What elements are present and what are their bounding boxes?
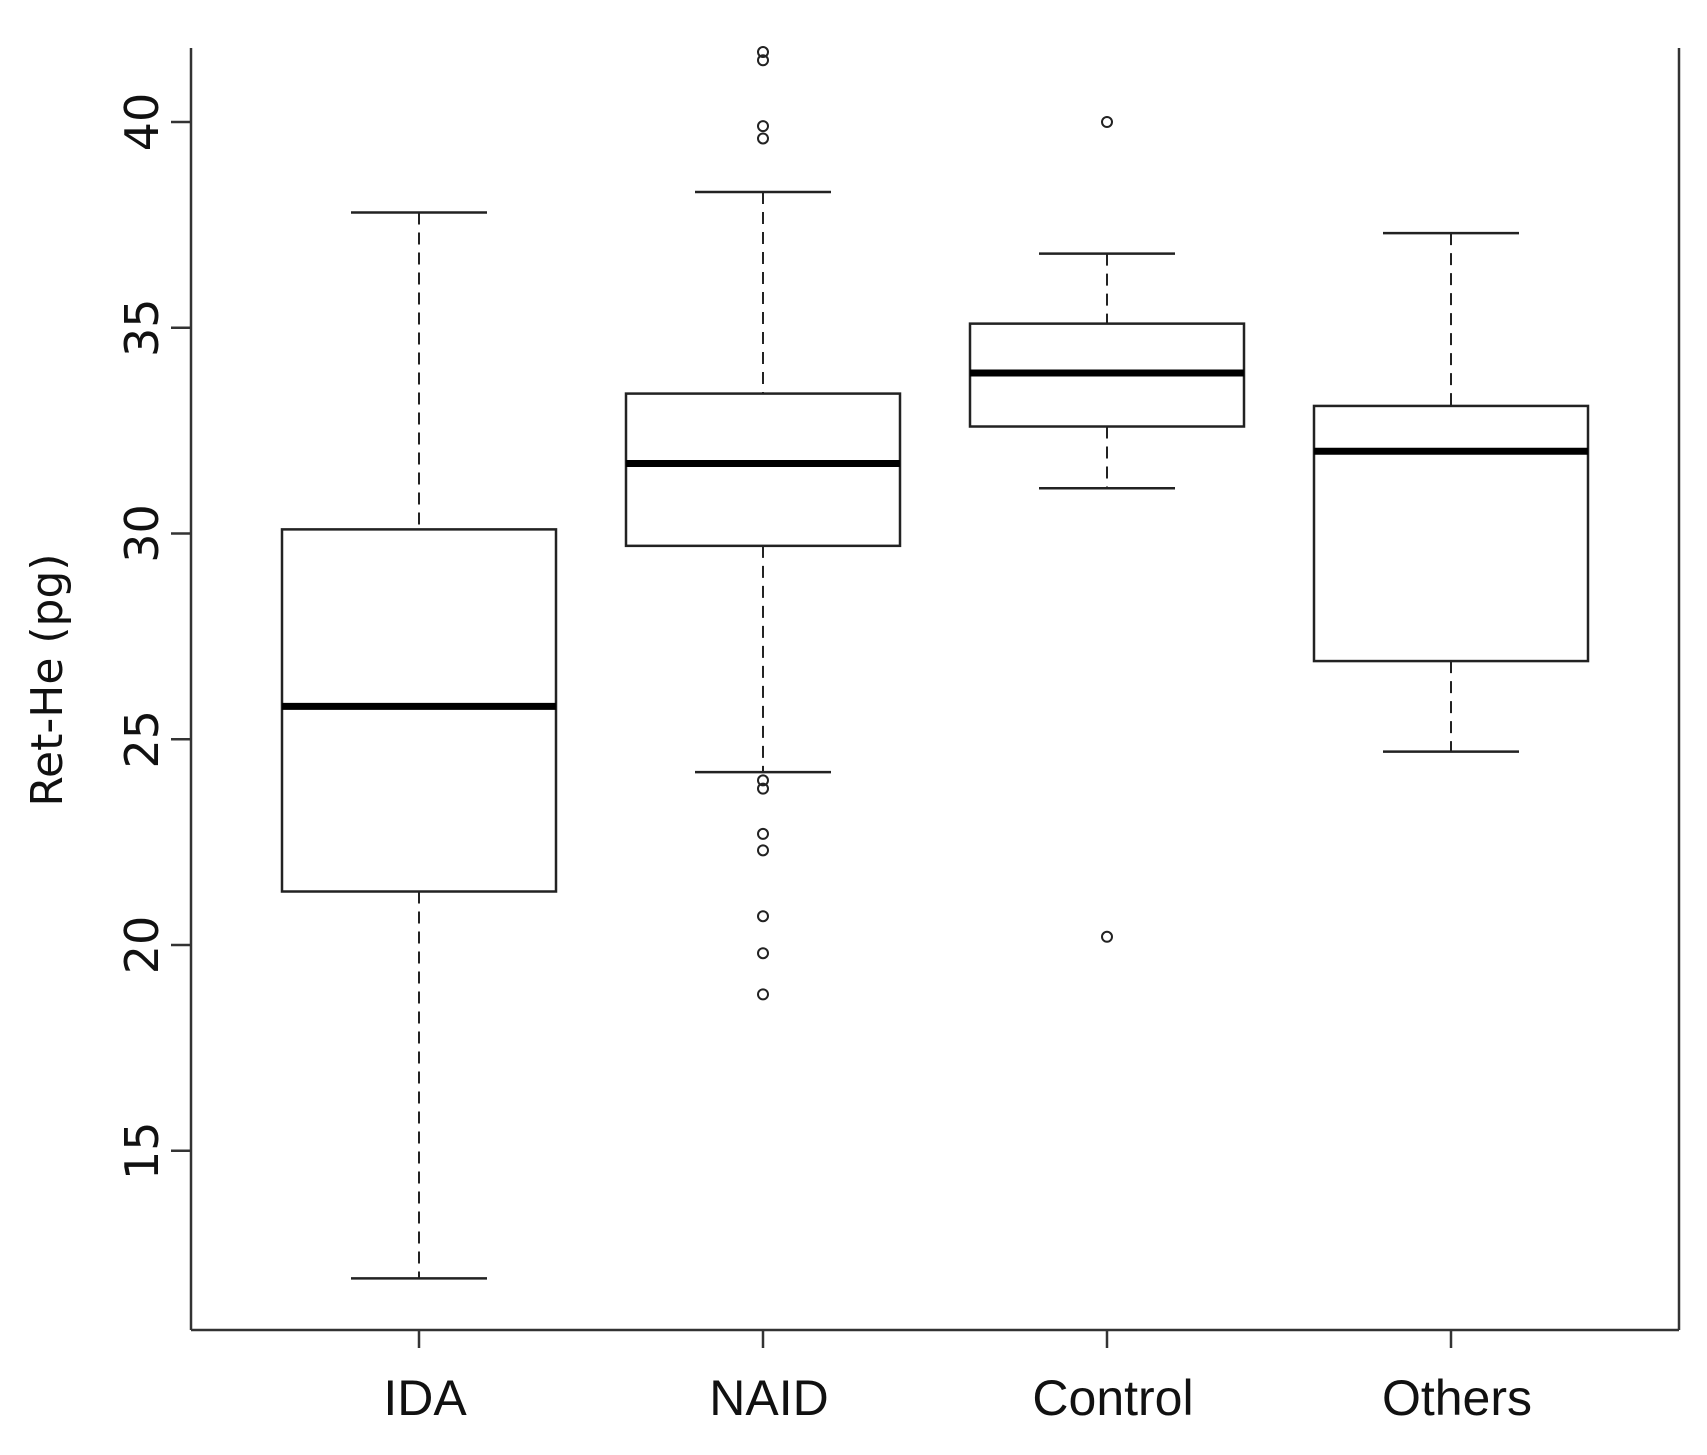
outlier-point xyxy=(1101,116,1113,128)
outlier-point xyxy=(757,774,769,787)
iqr-box xyxy=(1312,404,1590,663)
y-tick-label: 35 xyxy=(115,298,169,357)
y-tick-label: 30 xyxy=(115,504,169,563)
outlier-point xyxy=(757,132,769,145)
x-tick-label: Others xyxy=(1382,1370,1532,1426)
outlier-point xyxy=(757,54,769,67)
outlier-point xyxy=(1101,930,1113,943)
iqr-box xyxy=(280,528,558,893)
box-others xyxy=(1312,231,1590,753)
outlier-point xyxy=(757,988,769,1001)
y-tick-label: 40 xyxy=(115,93,169,152)
box-control xyxy=(968,116,1246,943)
outlier-point xyxy=(757,844,769,857)
outlier-point xyxy=(757,910,769,923)
y-tick-label: 15 xyxy=(115,1121,169,1180)
outlier-point xyxy=(757,782,769,795)
x-tick-label: Control xyxy=(1032,1370,1193,1426)
boxes xyxy=(280,46,1590,1280)
box-naid xyxy=(624,46,902,1001)
outlier-point xyxy=(757,827,769,840)
y-axis-label: Ret-He (pg) xyxy=(22,553,73,806)
outlier-point xyxy=(757,46,769,59)
outlier-point xyxy=(757,947,769,960)
iqr-box xyxy=(624,392,902,548)
axes: 15 20 25 30 35 40 IDA NAID Control Others xyxy=(115,48,1681,1426)
x-tick-label: NAID xyxy=(709,1370,828,1426)
box-ida xyxy=(280,211,558,1280)
x-tick-label: IDA xyxy=(383,1370,467,1426)
y-tick-label: 25 xyxy=(115,710,169,769)
outlier-point xyxy=(757,120,769,133)
y-tick-label: 20 xyxy=(115,916,169,975)
